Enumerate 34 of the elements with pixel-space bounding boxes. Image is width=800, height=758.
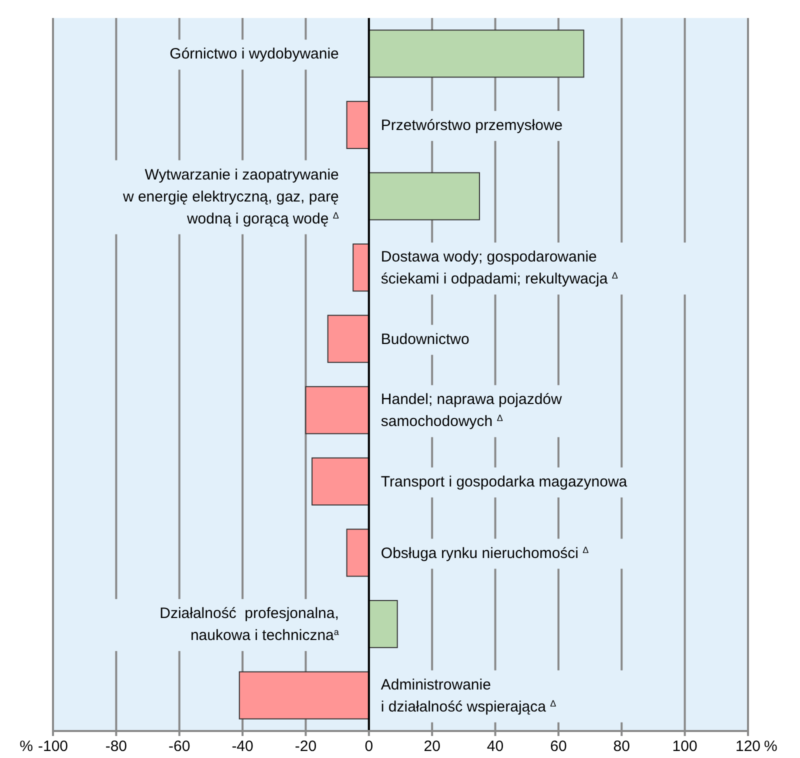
y-tick-label: Administrowanie i działalność wspierająca $^{Δ}$ xyxy=(380,676,556,716)
x-tick-label: 80 xyxy=(613,738,630,755)
bar xyxy=(312,457,370,506)
bar xyxy=(327,314,370,363)
y-tick-label: Przetwórstwo przemysłowe xyxy=(380,116,563,134)
bar xyxy=(368,600,398,648)
y-tick-label: Wytwarzanie i zaopatrywanie w energię elektryczną, gaz, parę wodną i gorącą wodę $^{Δ}$ xyxy=(122,166,339,228)
x-tick-label: 0 xyxy=(364,738,374,755)
y-tick-label: Działalność profesjonalna, naukowa i techniczna$^{a}$ xyxy=(160,605,339,644)
y-tick-label: Obsługa rynku nieruchomości $^{Δ}$ xyxy=(380,544,589,562)
x-tick-label: -80 xyxy=(105,738,128,755)
bar xyxy=(352,244,370,292)
y-tick-label: Transport i gospodarka magazynowa xyxy=(380,473,628,490)
bar xyxy=(346,100,370,149)
bar xyxy=(305,386,370,434)
y-tick-label: Handel; naprawa pojazdów samochodowych $^{Δ}$ xyxy=(380,391,562,430)
x-tick-label: -60 xyxy=(168,738,190,755)
x-tick-label: -20 xyxy=(294,738,317,755)
x-tick-label: -40 xyxy=(232,738,254,755)
bar xyxy=(368,30,584,78)
text: % xyxy=(20,738,33,755)
x-tick-label: -100 xyxy=(38,738,68,755)
x-tick-label: 120 xyxy=(735,738,761,755)
x-axis-title: % xyxy=(764,738,778,755)
x-tick-label: 60 xyxy=(550,738,567,755)
x-tick-label: 100 xyxy=(672,738,698,755)
y-tick-label: Budownictwo xyxy=(380,330,470,348)
x-tick-label: 40 xyxy=(486,738,504,755)
bar xyxy=(346,528,370,577)
y-tick-label: Dostawa wody; gospodarowanie ściekami i odpadami; rekultywacja $^{Δ}$ xyxy=(380,248,618,288)
y-tick-label: Górnictwo i wydobywanie xyxy=(170,46,339,63)
x-tick-label: 20 xyxy=(424,738,440,755)
bar xyxy=(238,671,370,720)
bar xyxy=(368,172,480,220)
